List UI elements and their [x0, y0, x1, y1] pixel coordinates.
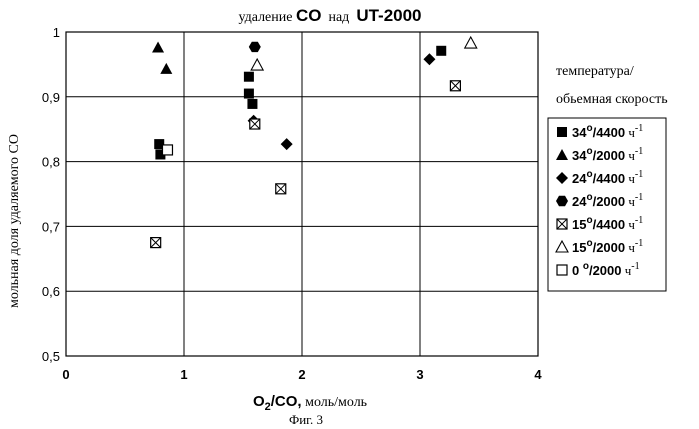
legend-marker: [557, 265, 567, 275]
data-point-series0-2: [244, 72, 254, 82]
legend-label: 15o/2000 ч-1: [572, 238, 643, 255]
data-point-series2-1: [281, 138, 293, 150]
data-point-series3-0: [249, 42, 261, 52]
x-tick-label: 4: [534, 367, 542, 382]
y-tick-labels: 0,5 0,6 0,7 0,8 0,9 1: [42, 25, 60, 364]
x-tick-labels: 0 1 2 3 4: [62, 367, 542, 382]
legend-item: 15o/4400 ч-1: [557, 215, 643, 232]
data-point-series0-4: [247, 99, 257, 109]
title-part-0: удаление: [238, 10, 295, 25]
x-tick-label: 0: [62, 367, 69, 382]
data-point-series5-0: [251, 59, 263, 70]
x-axis-label: O2/CO, моль/моль: [253, 393, 367, 413]
legend-items: 34o/4400 ч-1 34o/2000 ч-1 24o/4400 ч-1 24o/…: [556, 123, 643, 278]
x-tick-label: 3: [416, 367, 423, 382]
data-point-series1-0: [152, 42, 164, 53]
gridlines: [66, 32, 538, 356]
legend-marker: [556, 196, 568, 206]
legend-title: температура/обьемная скорость: [556, 64, 668, 107]
data-point-series4-1: [250, 119, 260, 129]
y-tick-label: 0,6: [42, 284, 60, 299]
legend-item: 15o/2000 ч-1: [556, 238, 643, 255]
legend-marker: [556, 172, 568, 184]
data-point-series2-2: [423, 53, 435, 65]
y-tick-label: 0,5: [42, 349, 60, 364]
legend-label: 34o/4400 ч-1: [572, 123, 643, 140]
data-point-series4-0: [151, 238, 161, 248]
x-tick-label: 2: [298, 367, 305, 382]
data-point-series4-2: [276, 184, 286, 194]
y-tick-label: 1: [53, 25, 60, 40]
legend-label: 34o/2000 ч-1: [572, 146, 643, 163]
legend-item: 24o/4400 ч-1: [556, 169, 643, 186]
legend-marker: [557, 219, 567, 229]
legend-marker: [556, 149, 568, 160]
legend-item: 0 o/2000 ч-1: [557, 261, 640, 278]
chart-title: удаление CO над UT-2000: [238, 6, 421, 25]
data-point-series5-1: [465, 37, 477, 48]
figure-caption: Фиг. 3: [289, 412, 323, 427]
legend-label: 24o/4400 ч-1: [572, 169, 643, 186]
legend-item: 34o/4400 ч-1: [557, 123, 643, 140]
y-tick-label: 0,7: [42, 219, 60, 234]
title-part-1: CO: [296, 6, 322, 25]
legend-item: 24o/2000 ч-1: [556, 192, 643, 209]
title-part-3: UT-2000: [356, 6, 421, 25]
data-markers: [151, 37, 477, 248]
data-point-series0-3: [244, 89, 254, 99]
y-axis-label: мольная доля удаляемого CO: [7, 134, 22, 308]
data-point-series1-1: [160, 63, 172, 74]
data-point-series6-0: [162, 145, 172, 155]
legend-label: 0 o/2000 ч-1: [572, 261, 640, 278]
data-point-series4-3: [450, 81, 460, 91]
legend-label: 15o/4400 ч-1: [572, 215, 643, 232]
legend-item: 34o/2000 ч-1: [556, 146, 643, 163]
data-point-series0-5: [436, 46, 446, 56]
legend-marker: [557, 127, 567, 137]
y-tick-label: 0,8: [42, 155, 60, 170]
legend-title-line: температура/: [556, 64, 634, 79]
legend-marker: [556, 241, 568, 252]
title-part-2: над: [321, 10, 356, 25]
plot-area: 0,5 0,6 0,7 0,8 0,9 1 0 1 2 3 4: [42, 25, 542, 382]
legend-title-line: обьемная скорость: [556, 92, 668, 107]
y-tick-label: 0,9: [42, 90, 60, 105]
x-tick-label: 1: [180, 367, 187, 382]
legend-label: 24o/2000 ч-1: [572, 192, 643, 209]
